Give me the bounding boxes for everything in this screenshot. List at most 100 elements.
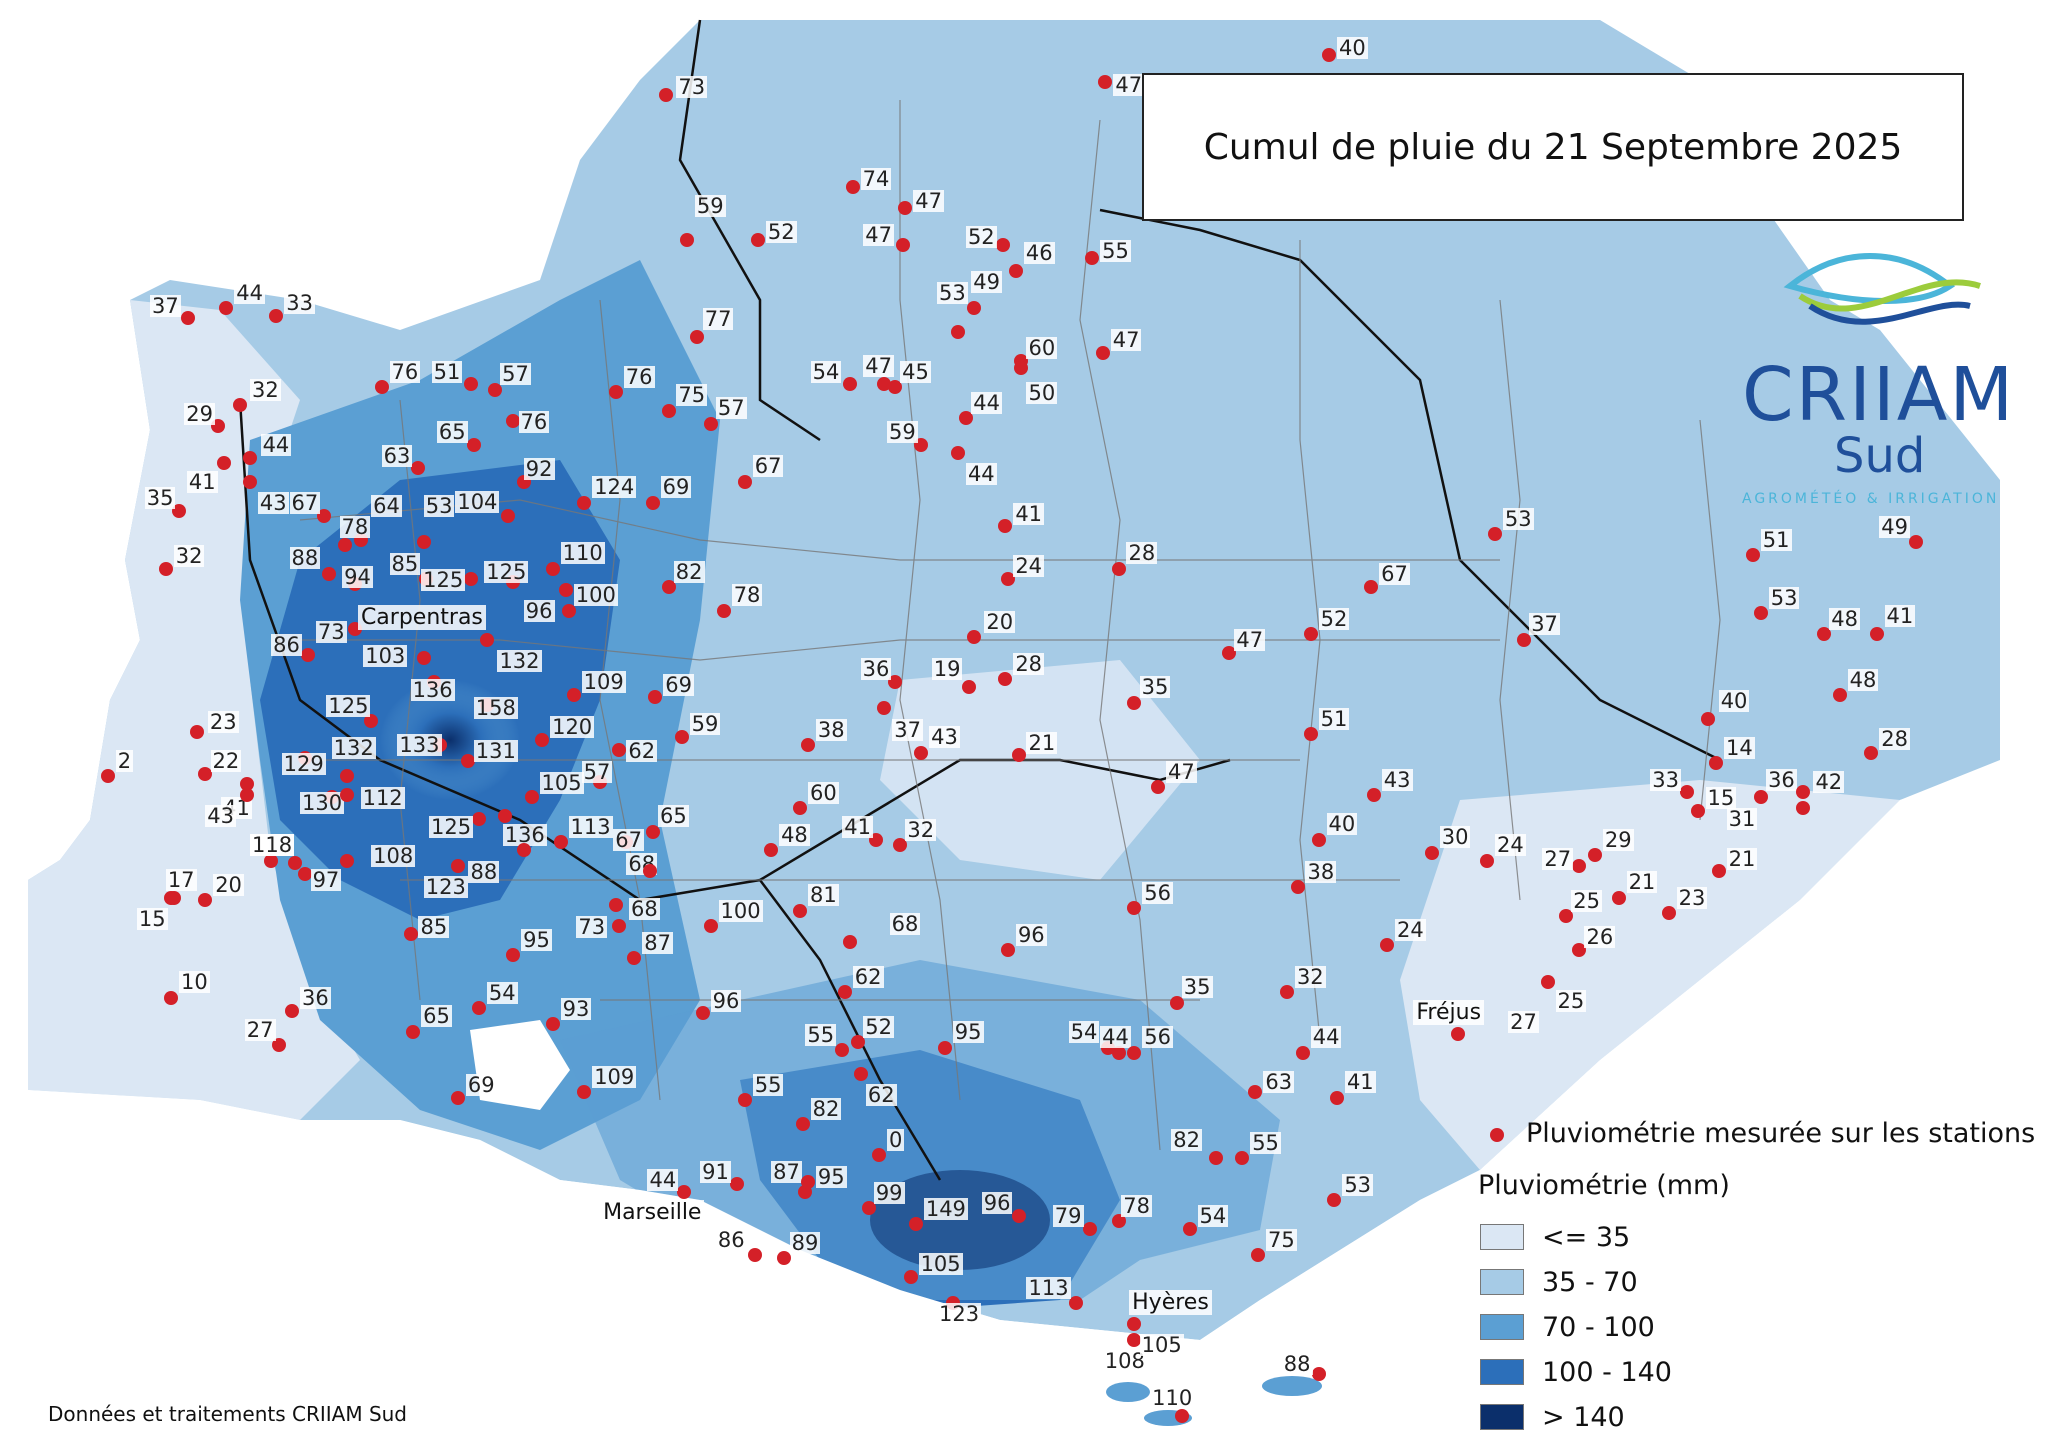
station-dot <box>777 1251 792 1266</box>
station-dot <box>516 843 531 858</box>
station-value: 105 <box>539 771 584 796</box>
station-value: 118 <box>250 833 295 858</box>
station-dot <box>1559 908 1574 923</box>
station-value: 28 <box>1879 726 1910 751</box>
station-dot <box>1424 845 1439 860</box>
station-dot <box>995 237 1010 252</box>
station-dot <box>801 1174 816 1189</box>
station-dot <box>464 377 479 392</box>
station-value: 24 <box>1013 554 1045 579</box>
station-value: 44 <box>234 280 265 305</box>
station-dot <box>998 672 1013 687</box>
station-dot <box>861 1201 876 1216</box>
station-value: 14 <box>1723 735 1755 760</box>
station-value: 31 <box>1726 807 1758 832</box>
station-value: 25 <box>1571 888 1603 913</box>
station-value: 131 <box>473 738 518 763</box>
station-value: 20 <box>984 609 1016 634</box>
station-dot <box>1008 264 1023 279</box>
station-value: 38 <box>815 717 847 742</box>
station-dot <box>843 377 858 392</box>
station-value: 22 <box>210 749 242 774</box>
station-dot <box>661 403 676 418</box>
station-value: 85 <box>389 551 421 576</box>
station-value: 57 <box>500 362 531 387</box>
station-dot <box>577 1085 592 1100</box>
station-value: 125 <box>429 814 474 839</box>
station-dot <box>271 1037 286 1052</box>
station-dot <box>240 787 255 802</box>
station-dot <box>1864 745 1879 760</box>
legend-swatch <box>1480 1404 1524 1430</box>
station-value: 40 <box>1326 812 1358 837</box>
station-value: 120 <box>550 714 595 739</box>
station-dot <box>340 769 355 784</box>
station-value: 37 <box>892 717 923 742</box>
station-dot <box>190 724 205 739</box>
station-value: 94 <box>342 564 373 589</box>
station-value: 37 <box>1529 612 1560 637</box>
station-dot <box>1480 853 1495 868</box>
station-value: 47 <box>863 354 895 379</box>
station-dot <box>340 787 355 802</box>
station-dot-icon <box>1490 1127 1504 1142</box>
station-dot <box>240 777 255 792</box>
station-dot <box>998 519 1013 534</box>
station-dot <box>100 769 115 784</box>
station-dot <box>416 651 431 665</box>
station-value: 103 <box>363 643 408 668</box>
legend-stations: Pluviométrie mesurée sur les stations <box>1490 1118 2035 1149</box>
station-dot <box>872 1148 887 1163</box>
commune-borders <box>299 100 1721 1151</box>
sea <box>0 760 2048 1448</box>
station-value: 130 <box>300 791 345 816</box>
station-dot <box>472 1001 487 1016</box>
station-value: 53 <box>1502 506 1534 531</box>
station-dot <box>608 385 623 400</box>
station-dot <box>264 853 279 868</box>
station-value: 96 <box>981 1191 1013 1216</box>
station-value: 41 <box>842 814 873 839</box>
station-dot <box>1295 1045 1310 1060</box>
station-dot <box>1832 687 1847 702</box>
station-dot <box>287 856 302 871</box>
station-dot <box>1001 572 1016 587</box>
station-dot <box>1330 1090 1345 1105</box>
station-dot <box>1572 858 1587 873</box>
station-value: 40 <box>1718 688 1750 713</box>
station-value: 132 <box>331 735 376 760</box>
station-dot <box>1303 627 1318 642</box>
station-value: 99 <box>873 1180 905 1205</box>
station-dot <box>1098 74 1113 89</box>
station-dot <box>690 329 705 344</box>
station-value: 86 <box>271 633 302 658</box>
station-value: 55 <box>805 1022 837 1047</box>
station-value: 49 <box>1879 514 1910 539</box>
legend-class-label: > 140 <box>1542 1401 1625 1433</box>
map-title: Cumul de pluie du 21 Septembre 2025 <box>1142 73 1964 221</box>
station-value: 87 <box>771 1159 802 1184</box>
station-value: 158 <box>473 696 518 721</box>
station-dot <box>937 1040 952 1055</box>
station-value: 17 <box>165 867 197 892</box>
station-dot <box>893 837 908 852</box>
station-dot <box>566 687 581 702</box>
legend-class: <= 35 <box>1480 1222 1630 1253</box>
station-value: 63 <box>381 443 413 468</box>
station-dot <box>1909 535 1924 550</box>
station-dot <box>648 690 663 705</box>
station-value: 47 <box>1110 328 1142 352</box>
station-dot <box>1127 1045 1142 1060</box>
station-value: 79 <box>1052 1204 1084 1229</box>
station-value: 33 <box>1650 767 1681 792</box>
station-dot <box>340 853 355 868</box>
station-value: 20 <box>213 872 244 897</box>
station-value: 73 <box>676 75 708 100</box>
station-dot <box>450 1090 465 1105</box>
station-dot <box>198 893 213 908</box>
station-value: 44 <box>965 462 997 487</box>
logo-name: CRIIAM <box>1742 352 2016 438</box>
station-value: 54 <box>486 980 518 1005</box>
station-dot <box>1095 345 1110 360</box>
station-dot <box>748 1248 763 1263</box>
